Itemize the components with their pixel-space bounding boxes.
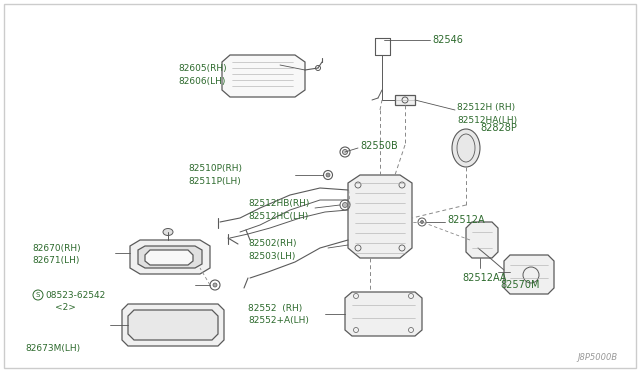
Ellipse shape bbox=[452, 129, 480, 167]
Text: 82512A: 82512A bbox=[447, 215, 484, 225]
Text: 82546: 82546 bbox=[432, 35, 463, 45]
Text: 82510P(RH): 82510P(RH) bbox=[188, 164, 242, 173]
Circle shape bbox=[213, 283, 217, 287]
Text: 82512HB(RH): 82512HB(RH) bbox=[248, 199, 309, 208]
Circle shape bbox=[326, 173, 330, 177]
Circle shape bbox=[342, 202, 348, 208]
Text: 82605(RH): 82605(RH) bbox=[178, 64, 227, 73]
Text: 82606(LH): 82606(LH) bbox=[178, 77, 225, 86]
Text: 82512HA(LH): 82512HA(LH) bbox=[457, 115, 517, 125]
Polygon shape bbox=[504, 255, 554, 294]
Polygon shape bbox=[130, 240, 210, 274]
Polygon shape bbox=[145, 250, 193, 265]
Text: 82552  (RH): 82552 (RH) bbox=[248, 304, 302, 312]
Polygon shape bbox=[345, 292, 422, 336]
Text: 82673M(LH): 82673M(LH) bbox=[25, 343, 80, 353]
Text: 82670(RH): 82670(RH) bbox=[32, 244, 81, 253]
Polygon shape bbox=[122, 304, 224, 346]
Circle shape bbox=[420, 221, 424, 224]
Text: 82828P: 82828P bbox=[480, 123, 517, 133]
Text: 82512AA: 82512AA bbox=[462, 273, 506, 283]
Polygon shape bbox=[222, 55, 305, 97]
Polygon shape bbox=[138, 246, 202, 268]
Text: 82511P(LH): 82511P(LH) bbox=[188, 176, 241, 186]
Text: 82552+A(LH): 82552+A(LH) bbox=[248, 317, 309, 326]
Text: 82671(LH): 82671(LH) bbox=[32, 257, 79, 266]
Text: 82512H (RH): 82512H (RH) bbox=[457, 103, 515, 112]
Polygon shape bbox=[395, 95, 415, 105]
Text: <2>: <2> bbox=[55, 304, 76, 312]
Polygon shape bbox=[466, 222, 498, 258]
Ellipse shape bbox=[163, 228, 173, 235]
Polygon shape bbox=[128, 310, 218, 340]
Text: S: S bbox=[36, 292, 40, 298]
Text: 82503(LH): 82503(LH) bbox=[248, 251, 296, 260]
Text: 08523-62542: 08523-62542 bbox=[45, 291, 105, 299]
Polygon shape bbox=[348, 175, 412, 258]
Text: 82512HC(LH): 82512HC(LH) bbox=[248, 212, 308, 221]
Circle shape bbox=[342, 150, 348, 154]
Text: 82550B: 82550B bbox=[360, 141, 397, 151]
Text: J8P5000B: J8P5000B bbox=[578, 353, 618, 362]
Text: 82570M: 82570M bbox=[500, 280, 540, 290]
Text: 82502(RH): 82502(RH) bbox=[248, 238, 296, 247]
